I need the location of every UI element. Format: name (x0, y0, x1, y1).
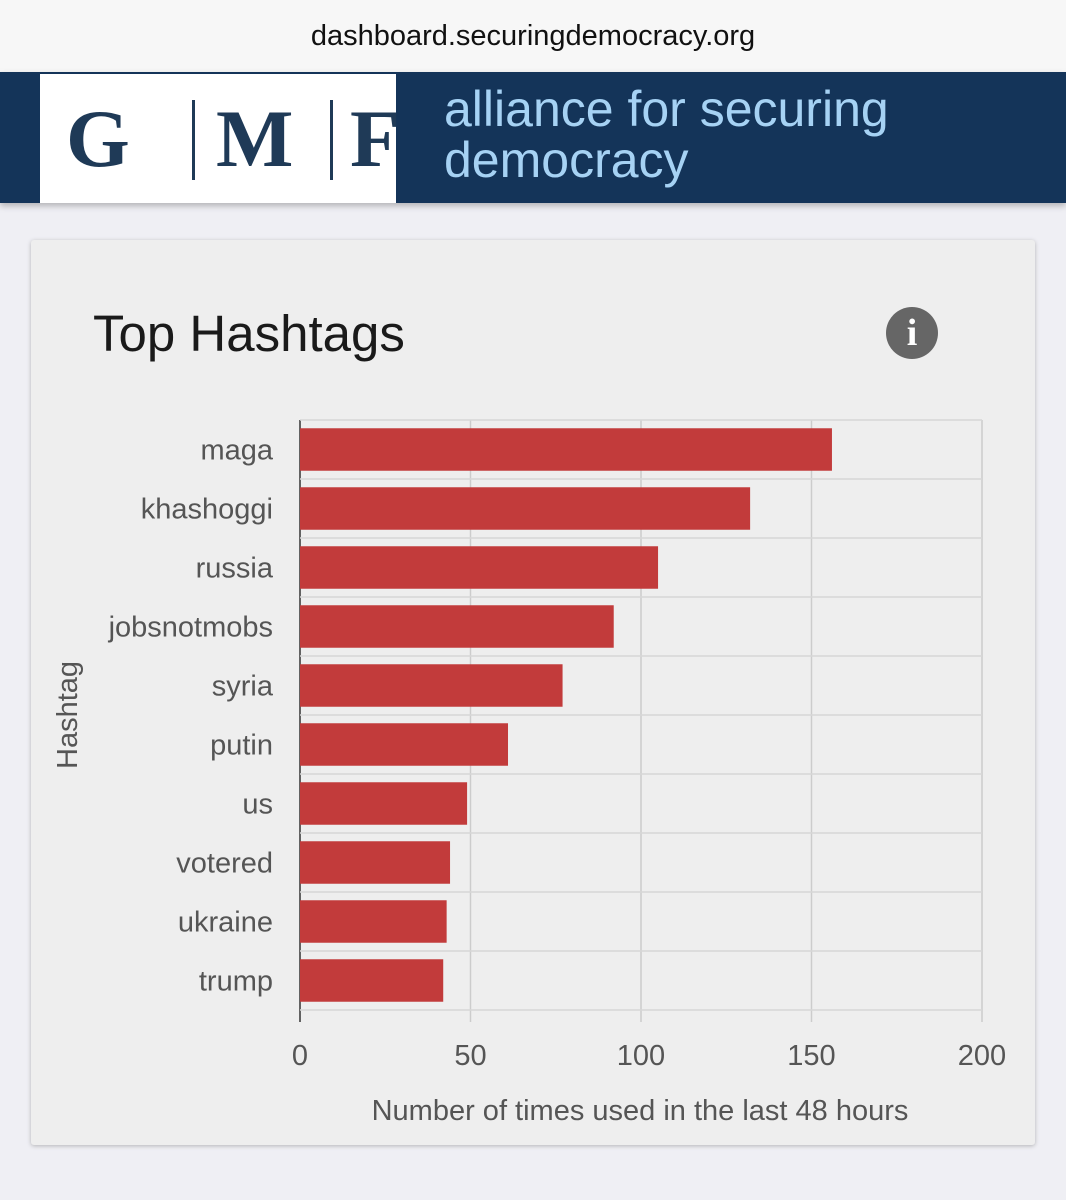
bar-khashoggi (300, 487, 751, 530)
category-label: maga (200, 435, 273, 467)
category-label: trump (199, 966, 273, 998)
bar-us (300, 782, 468, 825)
category-label: ukraine (178, 907, 273, 939)
site-tagline[interactable]: alliance for securing democracy (444, 84, 889, 186)
tagline-line-1: alliance for securing (444, 81, 889, 137)
x-tick-label: 100 (617, 1040, 665, 1072)
category-label: jobsnotmobs (108, 612, 273, 644)
category-label: khashoggi (141, 494, 273, 526)
address-bar[interactable]: dashboard.securingdemocracy.org (0, 0, 1066, 72)
logo-divider (192, 100, 195, 180)
logo-letter-m: M (216, 93, 294, 184)
info-icon[interactable]: i (886, 307, 938, 359)
logo-divider (330, 100, 333, 180)
logo-letter-f: F (350, 93, 401, 184)
hashtag-bar-chart: maga khashoggi russia jobsnotmobs syria putin… (52, 419, 1006, 1127)
logo-letter-g: G (66, 93, 130, 184)
bar-votered (300, 841, 451, 884)
category-label: putin (210, 730, 273, 762)
x-axis-title: Number of times used in the last 48 hour… (372, 1095, 909, 1127)
bar-putin (300, 723, 509, 766)
category-label: votered (176, 848, 273, 880)
card-title: Top Hashtags (93, 305, 405, 362)
bar-jobsnotmobs (300, 605, 614, 648)
bar-maga (300, 428, 832, 471)
category-label: syria (212, 671, 274, 703)
tagline-line-2: democracy (444, 132, 689, 188)
gmf-logo[interactable]: G M F (40, 74, 400, 203)
x-tick-label: 150 (787, 1040, 835, 1072)
top-hashtags-card: Top Hashtags i maga khashoggi russia jobsno… (31, 240, 1035, 1145)
category-label: us (242, 789, 273, 821)
x-tick-label: 200 (958, 1040, 1006, 1072)
bar-ukraine (300, 900, 447, 943)
x-tick-label: 50 (454, 1040, 486, 1072)
url-text: dashboard.securingdemocracy.org (310, 19, 756, 52)
bar-trump (300, 959, 444, 1002)
bar-russia (300, 546, 659, 589)
x-tick-label: 0 (292, 1040, 308, 1072)
category-label: russia (196, 553, 274, 585)
y-axis-title: Hashtag (52, 661, 84, 769)
site-header: G M F alliance for securing democracy (0, 72, 1066, 203)
bar-syria (300, 664, 563, 707)
